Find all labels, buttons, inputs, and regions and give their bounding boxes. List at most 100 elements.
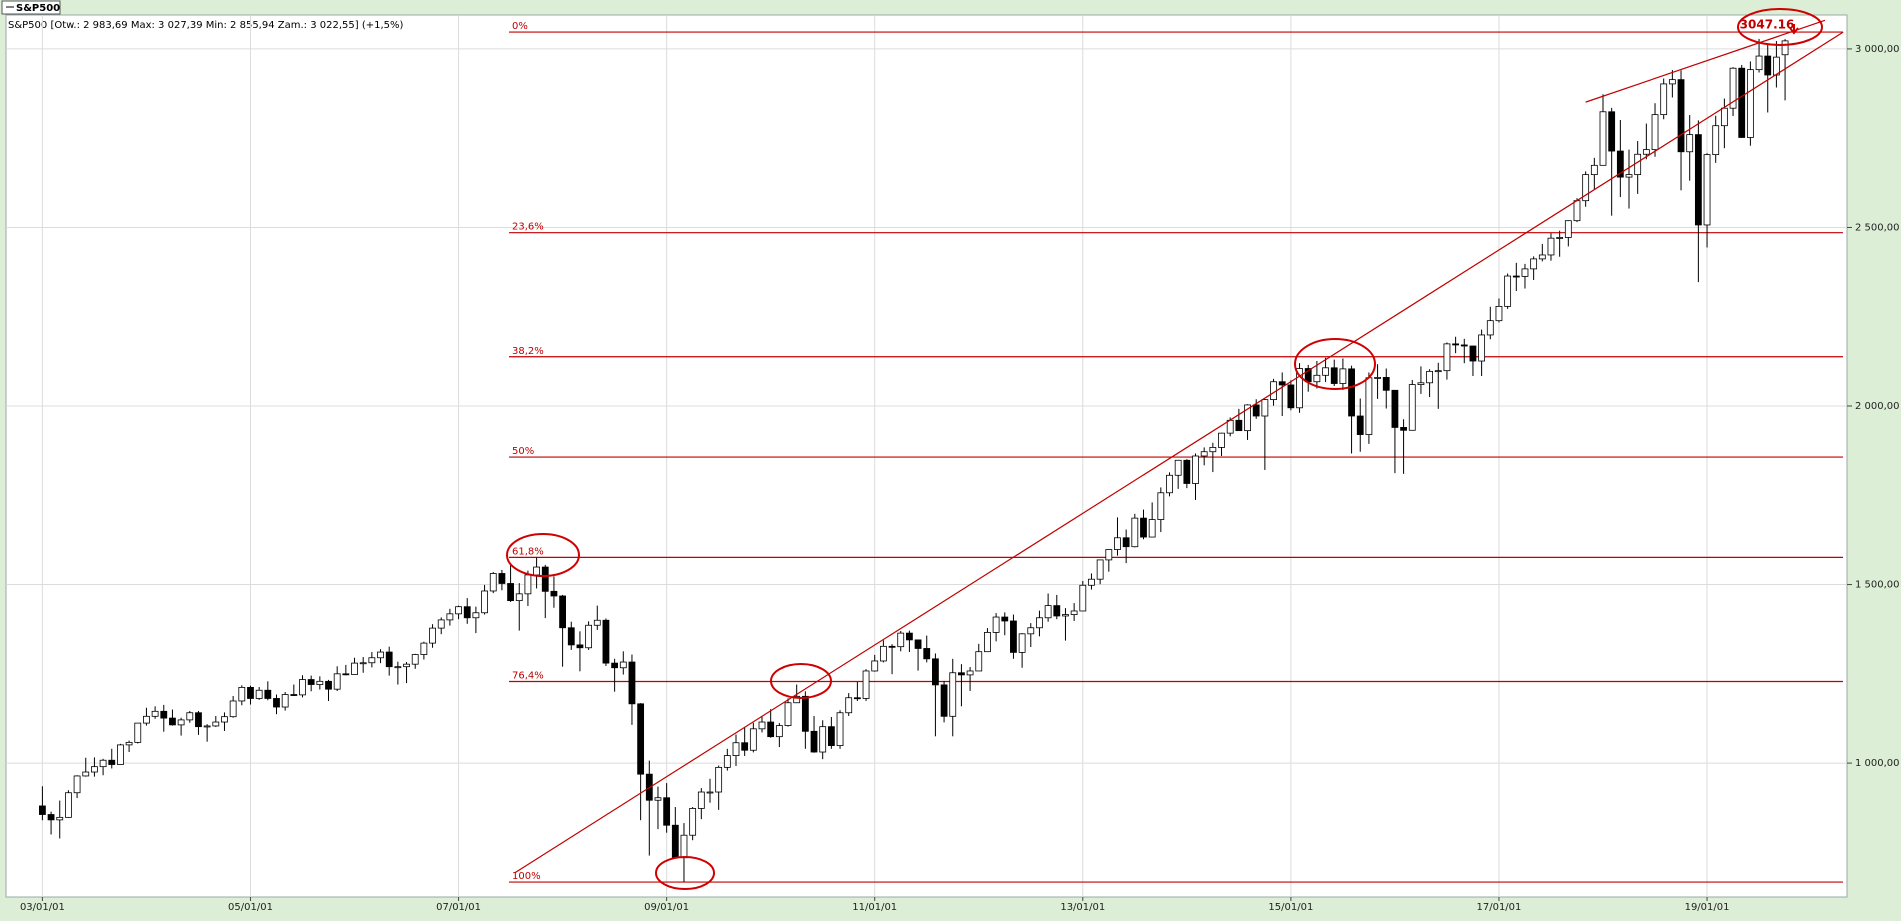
candle-body: [411, 654, 419, 665]
candle-body: [1287, 384, 1295, 409]
highlight: [770, 663, 832, 699]
candle-body: [619, 661, 627, 669]
candle-body: [117, 744, 124, 765]
candle-body: [1148, 519, 1156, 538]
candle-body: [446, 613, 454, 621]
x-tick-label: 13/01/01: [1060, 902, 1105, 913]
candle-body: [1720, 107, 1728, 127]
candle-body: [1105, 549, 1113, 561]
candle-body: [1062, 614, 1069, 617]
fib-label: 23,6%: [512, 222, 544, 233]
candle-body: [481, 590, 488, 614]
x-tick-label: 11/01/01: [852, 902, 897, 913]
candle-body: [1313, 374, 1321, 383]
candle-body: [186, 712, 194, 721]
candle-body: [47, 814, 55, 821]
candle-body: [1616, 150, 1624, 178]
candle-body: [949, 672, 957, 717]
candle-body: [637, 703, 645, 775]
candle-body: [1434, 370, 1442, 373]
candle-body: [801, 695, 809, 732]
candle-body: [1582, 174, 1590, 202]
candle-body: [1356, 415, 1364, 435]
candle-body: [264, 689, 272, 699]
candle-body: [914, 639, 922, 649]
candle-body: [403, 663, 410, 668]
candle-body: [1738, 67, 1746, 138]
candle-body: [1443, 343, 1451, 372]
candle-body: [1365, 377, 1373, 435]
candle-body: [958, 672, 965, 676]
candle-body: [1530, 258, 1538, 270]
candle-body: [195, 712, 202, 728]
candle-body: [1755, 55, 1763, 71]
candle-body: [507, 583, 514, 602]
candle-body: [1556, 237, 1564, 239]
candle-body: [966, 670, 974, 676]
candle-body: [1408, 384, 1416, 431]
y-tick-label: 1 500,00: [1855, 580, 1900, 591]
fib-label: 100%: [512, 871, 541, 882]
x-tick-label: 15/01/01: [1268, 902, 1313, 913]
trendline: [1585, 19, 1826, 103]
candle-body: [307, 679, 315, 685]
candle-body: [1036, 617, 1043, 629]
candle-body: [628, 661, 636, 705]
candle-body: [732, 742, 740, 756]
candle-body: [351, 662, 358, 675]
candle-body: [602, 619, 610, 664]
x-tick-label: 03/01/01: [20, 902, 65, 913]
candle-body: [1027, 627, 1035, 635]
candle-body: [325, 680, 332, 690]
candle-body: [255, 689, 263, 699]
candle-body: [177, 719, 185, 726]
candle-body: [715, 766, 723, 793]
candle-body: [1088, 578, 1095, 586]
candle-body: [1660, 83, 1668, 116]
candle-body: [1322, 367, 1329, 376]
candle-body: [238, 686, 246, 702]
candle-body: [1426, 370, 1433, 384]
candle-body: [559, 595, 566, 629]
candle-body: [1296, 368, 1303, 409]
candle-body: [1521, 268, 1529, 277]
candle-body: [1478, 334, 1486, 362]
candle-body: [1668, 79, 1676, 85]
candle-body: [749, 728, 757, 751]
candle-body: [853, 697, 861, 700]
candle-body: [836, 712, 844, 746]
candle-body: [377, 651, 384, 659]
plot-area: [5, 14, 1848, 898]
candle-body: [1053, 605, 1061, 617]
tab: [1, 0, 61, 15]
candle-body: [56, 816, 64, 821]
candle-body: [160, 710, 168, 719]
candle-body: [906, 632, 913, 641]
highlight: [1294, 338, 1376, 390]
candle-body: [1504, 275, 1512, 307]
x-tick-label: 07/01/01: [436, 902, 481, 913]
candle-body: [39, 805, 46, 815]
candle-body: [775, 725, 783, 738]
candle-body: [359, 662, 367, 665]
candle-body: [1495, 305, 1503, 322]
candle-body: [567, 627, 575, 646]
candle-body: [1244, 404, 1251, 432]
candle-body: [1235, 419, 1243, 432]
header: S&P500 [Otw.: 2 983,69 Max: 3 027,39 Min…: [8, 20, 404, 31]
fibonacci: 0% 23,6% 38,2% 50% 61,8% 76,4% 100%: [509, 21, 1843, 883]
candle-body: [1348, 368, 1355, 417]
candle-body: [1573, 200, 1581, 222]
candle-body: [515, 593, 523, 602]
candle-body: [125, 741, 133, 746]
trendline: [514, 31, 1844, 874]
candle-body: [1070, 610, 1078, 615]
candle-body: [1400, 427, 1407, 431]
candle-body: [1469, 345, 1477, 362]
candle-body: [394, 666, 402, 669]
candle-body: [654, 797, 662, 801]
candle-body: [923, 648, 931, 660]
candle-body: [229, 700, 237, 718]
candle-body: [897, 632, 905, 648]
